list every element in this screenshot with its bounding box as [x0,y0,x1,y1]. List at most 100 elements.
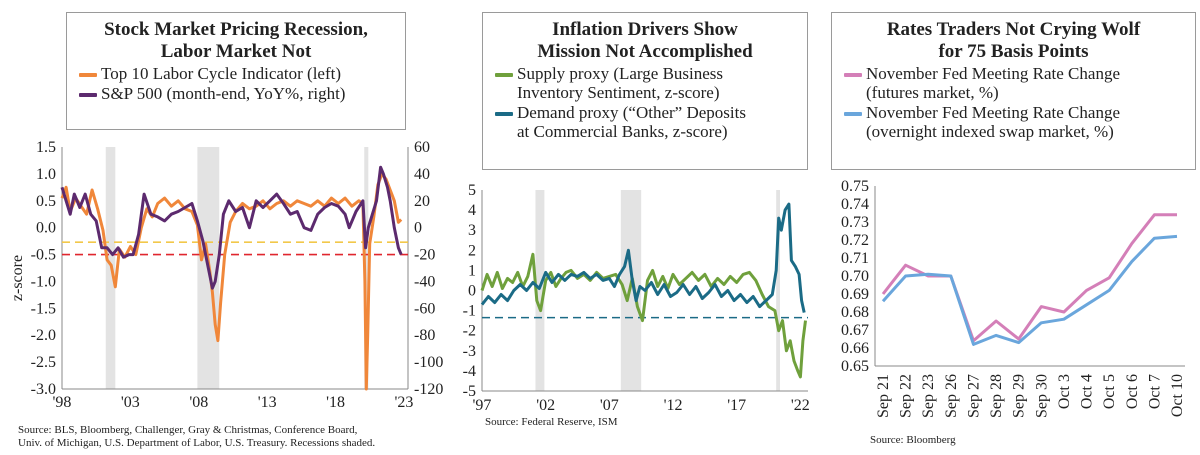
y-tick-label-left: -2.5 [31,354,56,371]
chart-title-2-line-1: Inflation Drivers Show [552,19,738,40]
x-tick-label: Sep 30 [1033,374,1050,418]
x-tick-label: Sep 22 [898,374,915,418]
y-tick-label-right: 0 [414,220,422,237]
y-tick-label-right: -40 [414,273,435,290]
source-note-2: Source: Federal Reserve, ISM [485,416,618,429]
source-note-1-line-2: Univ. of Michigan, U.S. Department of La… [18,437,376,449]
source-note-1-line-1: Source: BLS, Bloomberg, Challenger, Gray… [18,424,358,436]
y-tick-label-right: -20 [414,247,435,264]
y-tick-label: -4 [463,363,476,380]
y-tick-label: -3 [463,343,476,360]
legend-item-supply-proxy: Supply proxy (Large Business Inventory S… [491,64,799,102]
x-tick-label: Sep 29 [1011,374,1028,418]
x-tick-label: '98 [53,394,72,411]
y-tick-label-left: -1.5 [31,300,56,317]
y-tick-label: 4 [468,202,476,219]
series-line-ois [881,234,1178,346]
source-note-1: Source: BLS, Bloomberg, Challenger, Gray… [18,424,458,450]
x-tick-label: '12 [664,397,683,414]
y-tick-label: 2 [468,242,476,259]
y-tick-label: 0.69 [841,286,869,303]
chart-title-1-line-1: Stock Market Pricing Recession, [104,19,368,40]
y-tick-label: 0.71 [841,250,869,267]
y-tick-label-right: -60 [414,300,435,317]
y-tick-label-left: -0.5 [31,247,56,264]
y-tick-label: 0.66 [841,340,869,357]
recession-band [535,190,545,391]
chart-panel-labor-market: Stock Market Pricing Recession, Labor Ma… [0,0,443,455]
source-note-3-line-1: Source: Bloomberg [870,434,956,446]
series-line-demand-proxy [480,202,806,313]
legend-label-futures-line-1: November Fed Meeting Rate Change [866,64,1120,83]
y-tick-label-right: 40 [414,166,430,183]
chart-panel-rate-expectations: Rates Traders Not Crying Wolf for 75 Bas… [815,0,1200,455]
chart-title-3: Rates Traders Not Crying Wolf for 75 Bas… [840,19,1187,63]
chart-title-2-line-2: Mission Not Accomplished [537,41,753,62]
chart-title-3-line-2: for 75 Basis Points [938,41,1089,62]
y-tick-label: 0.72 [841,232,869,249]
y-tick-label: 0.70 [841,268,869,285]
y-tick-label-right: -120 [414,381,443,398]
y-tick-label: 5 [468,182,476,199]
legend-swatch-teal [495,112,513,116]
x-tick-label: '18 [326,394,345,411]
y-tick-label: 3 [468,222,476,239]
y-tick-label-left: 0.5 [36,193,56,210]
legend-label-demand-line-2: at Commercial Banks, z-score) [517,122,728,141]
x-tick-label: Oct 6 [1124,374,1141,409]
legend-label-labor-indicator: Top 10 Labor Cycle Indicator (left) [101,64,342,83]
x-tick-label: Sep 26 [943,374,960,418]
series-line-futures [881,213,1177,343]
y-tick-label-left: -1.0 [31,273,56,290]
recession-band [776,190,780,391]
legend-box-3: Rates Traders Not Crying Wolf for 75 Bas… [831,12,1196,170]
chart-title-1-line-2: Labor Market Not [160,41,312,62]
x-tick-label: Oct 10 [1169,374,1186,417]
x-tick-label: '08 [189,394,208,411]
y-tick-label: 0.73 [841,214,869,231]
y-tick-label: 0.74 [841,196,869,213]
x-tick-label: '03 [121,394,140,411]
x-tick-label: '07 [600,397,619,414]
x-tick-label: Oct 7 [1146,374,1163,409]
chart-title-3-line-1: Rates Traders Not Crying Wolf [886,19,1141,40]
x-tick-label: Sep 27 [965,374,982,418]
legend-box-1: Stock Market Pricing Recession, Labor Ma… [66,12,406,130]
x-tick-label: Oct 3 [1056,374,1073,409]
source-note-3: Source: Bloomberg [870,434,956,447]
y-tick-label: 0.68 [841,304,869,321]
legend-label-sp500: S&P 500 (month-end, YoY%, right) [101,84,346,103]
legend-swatch-pink [844,73,862,77]
y-tick-label-left: 1.5 [36,139,56,156]
y-tick-label-left: -2.0 [31,327,56,344]
legend-label-futures-line-2: (futures market, %) [866,83,999,102]
y-tick-label: 1 [468,262,476,279]
legend-swatch-purple [79,93,97,97]
y-axis-label: z-score [9,255,26,301]
x-tick-label: Sep 28 [988,374,1005,418]
x-tick-label: Sep 21 [875,374,892,418]
legend-label-ois-line-2: (overnight indexed swap market, %) [866,122,1114,141]
legend-item-futures: November Fed Meeting Rate Change (future… [840,64,1187,102]
y-tick-label: 0.65 [841,358,869,375]
legend-swatch-green [495,73,513,77]
chart-2-plot: 5 4 3 2 1 0 -1 -2 -3 -4 -5'97 '02 '07 '12 '17 '22 [463,182,810,414]
legend-swatch-orange [79,73,97,77]
legend-box-2: Inflation Drivers Show Mission Not Accom… [482,12,808,170]
y-tick-label-right: -80 [414,327,435,344]
x-tick-label: '97 [473,397,492,414]
chart-panel-inflation-drivers: Inflation Drivers Show Mission Not Accom… [400,0,815,455]
legend-item-sp500: S&P 500 (month-end, YoY%, right) [75,84,397,103]
recession-band [364,147,369,389]
y-tick-label-right: 60 [414,139,430,156]
x-tick-label: Sep 23 [920,374,937,418]
legend-item-labor-indicator: Top 10 Labor Cycle Indicator (left) [75,64,397,83]
y-tick-label: -1 [463,303,476,320]
x-tick-label: '13 [258,394,277,411]
y-tick-label: 0.75 [841,178,869,195]
y-tick-label-left: 1.0 [36,166,56,183]
legend-swatch-blue [844,112,862,116]
x-tick-label: '23 [394,394,413,411]
series-line-supply-proxy [480,252,807,379]
legend-item-demand-proxy: Demand proxy (“Other” Deposits at Commer… [491,103,799,141]
